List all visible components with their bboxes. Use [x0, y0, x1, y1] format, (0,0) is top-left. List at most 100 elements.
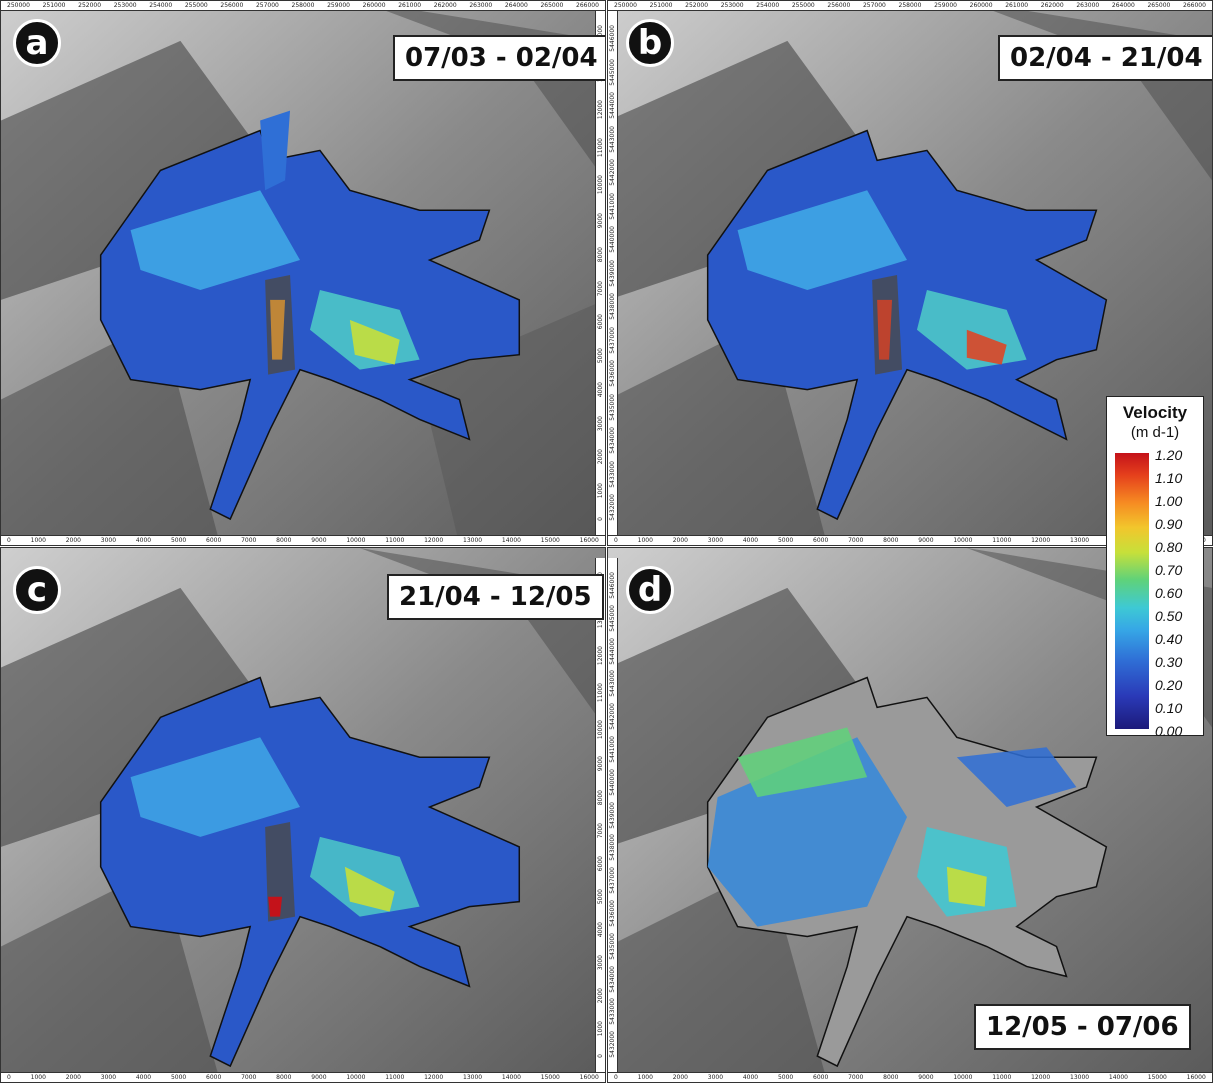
x-bottom-tick: 3000 [707, 537, 724, 544]
x-top-tick: 262000 [1040, 2, 1064, 9]
x-bottom-tick: 13000 [1070, 1074, 1090, 1081]
x-bottom-tick: 13000 [463, 537, 483, 544]
y-right-tick: 2000 [597, 988, 604, 1004]
y-right-tick: 0 [597, 1054, 604, 1058]
x-top-tick: 253000 [720, 2, 744, 9]
x-top-tick: 250000 [614, 2, 637, 9]
y-right-tick: 8000 [597, 789, 604, 805]
x-bottom-tick: 11000 [385, 1074, 405, 1081]
x-bottom-tick: 5000 [777, 1074, 794, 1081]
velocity-legend: Velocity (m d-1) 1.20 1.10 1.00 0.90 0.80 0.7… [1106, 396, 1204, 739]
x-bottom-tick: 16000 [579, 1074, 599, 1081]
y-left-tick: 5445000 [609, 58, 616, 86]
legend-tick-label: 0.30 [1155, 654, 1183, 670]
y-left-tick: 5446000 [609, 25, 616, 52]
map-panel-a: 250000 251000 252000 253000 254000 255000 2560… [0, 0, 606, 546]
x-top-tick: 258000 [291, 2, 315, 9]
y-left-tick: 5440000 [609, 226, 616, 253]
x-bottom-tick: 12000 [424, 1074, 444, 1081]
x-bottom-tick: 1000 [637, 1074, 653, 1081]
x-bottom-tick: 7000 [241, 1074, 257, 1081]
x-bottom-tick: 4000 [135, 1074, 152, 1081]
y-right-tick: 7000 [597, 822, 604, 838]
x-bottom-tick: 14000 [501, 537, 521, 544]
y-left-tick: 5436000 [609, 899, 616, 927]
x-bottom-tick: 5000 [170, 537, 187, 544]
date-range-b: 02/04 - 21/04 [998, 35, 1212, 81]
x-bottom-tick: 4000 [742, 1074, 759, 1081]
x-bottom-tick: 1000 [30, 537, 46, 544]
x-top-tick: 256000 [220, 2, 244, 9]
panel-label-b: b [626, 19, 674, 67]
x-bottom-tick: 0 [7, 537, 11, 544]
y-axis-left: 5446000 5445000 5444000 5443000 5442000 54410… [608, 558, 618, 1072]
y-left-tick: 5446000 [609, 572, 616, 599]
x-bottom-tick: 7000 [241, 537, 257, 544]
x-bottom-tick: 5000 [777, 537, 794, 544]
legend-tick-label: 0.60 [1155, 585, 1183, 601]
y-left-tick: 5443000 [609, 670, 616, 698]
legend-tick-label: 0.00 [1155, 723, 1183, 739]
x-top-tick: 263000 [1076, 2, 1100, 9]
glacier-velocity-field [99, 110, 521, 521]
date-range-c: 21/04 - 12/05 [387, 574, 604, 620]
x-top-tick: 261000 [398, 2, 422, 9]
legend-tick-label: 0.10 [1155, 700, 1183, 716]
x-top-tick: 250000 [7, 2, 30, 9]
x-bottom-tick: 8000 [883, 537, 899, 544]
y-right-tick: 2000 [597, 449, 604, 465]
y-right-tick: 12000 [597, 645, 604, 665]
y-left-tick: 5432000 [609, 494, 616, 521]
y-right-tick: 10000 [597, 175, 604, 195]
legend-tick-label: 1.20 [1155, 447, 1183, 463]
y-right-tick: 5000 [597, 888, 604, 905]
y-right-tick: 5000 [597, 348, 604, 364]
x-top-tick: 253000 [113, 2, 137, 9]
x-axis-bottom: 0 1000 2000 3000 4000 5000 6000 7000 8000 9000 100… [1, 1072, 605, 1082]
y-left-tick: 5432000 [609, 1031, 616, 1058]
legend-unit: (m d-1) [1130, 424, 1180, 441]
x-bottom-tick: 0 [614, 1074, 618, 1081]
x-top-tick: 265000 [540, 2, 564, 9]
y-right-tick: 3000 [597, 415, 604, 431]
x-bottom-tick: 6000 [206, 1074, 222, 1081]
x-top-tick: 254000 [149, 2, 173, 9]
legend-tick-label: 0.40 [1155, 631, 1183, 647]
x-bottom-tick: 14000 [501, 1074, 521, 1081]
y-left-tick: 5445000 [609, 604, 616, 632]
legend-color-bar [1115, 453, 1149, 729]
panel-label-a: a [13, 19, 61, 67]
x-top-tick: 252000 [685, 2, 709, 9]
y-left-tick: 5435000 [609, 932, 616, 960]
legend-tick-label: 0.90 [1155, 516, 1183, 532]
x-bottom-tick: 15000 [540, 1074, 560, 1081]
y-left-tick: 5437000 [609, 326, 616, 354]
y-right-tick: 1000 [597, 1021, 604, 1037]
x-top-tick: 266000 [576, 2, 599, 9]
y-right-tick: 4000 [597, 381, 604, 398]
panel-label-d: d [626, 566, 674, 614]
x-bottom-tick: 9000 [311, 537, 327, 544]
legend-tick-label: 1.00 [1155, 493, 1183, 509]
y-left-tick: 5434000 [609, 965, 616, 993]
y-left-tick: 5442000 [609, 703, 616, 730]
date-range-d: 12/05 - 07/06 [974, 1004, 1191, 1050]
y-left-tick: 5438000 [609, 834, 616, 862]
y-right-tick: 12000 [597, 100, 604, 120]
legend-title: Velocity [1122, 403, 1188, 422]
x-top-tick: 257000 [862, 2, 886, 9]
x-top-tick: 258000 [898, 2, 922, 9]
y-right-tick: 6000 [597, 855, 604, 871]
x-top-tick: 251000 [649, 2, 673, 9]
y-axis-right: 1400013000120001100010000900080007000600… [595, 558, 605, 1072]
x-bottom-tick: 8000 [276, 537, 292, 544]
x-bottom-tick: 12000 [424, 537, 444, 544]
x-bottom-tick: 12000 [1031, 537, 1051, 544]
x-bottom-tick: 0 [614, 537, 618, 544]
x-axis-top: 250000 251000 252000 253000 254000 255000 2560… [1, 1, 605, 11]
y-left-tick: 5439000 [609, 801, 616, 829]
x-bottom-tick: 9000 [311, 1074, 327, 1081]
x-top-tick: 259000 [327, 2, 350, 9]
y-left-tick: 5436000 [609, 360, 616, 387]
y-right-tick: 4000 [597, 921, 604, 938]
